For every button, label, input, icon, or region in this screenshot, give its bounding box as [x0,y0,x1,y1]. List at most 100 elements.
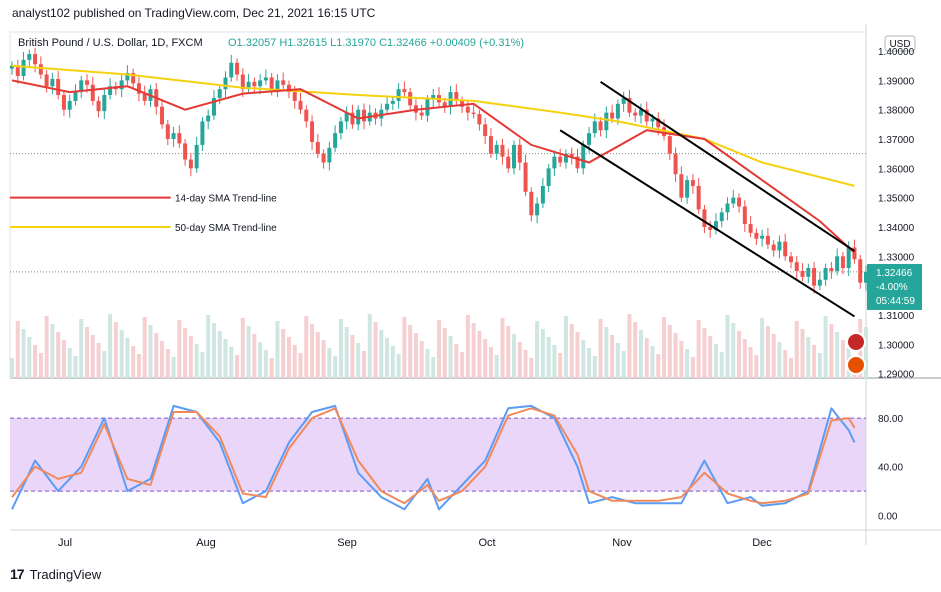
volume-bar [148,325,153,378]
candle-body [310,121,315,142]
volume-bar [725,315,730,378]
volume-bar [229,347,234,378]
volume-bar [806,337,811,378]
volume-bar [131,346,136,378]
channel-line [600,81,856,252]
candle-body [864,271,868,283]
volume-bar [794,321,799,378]
candle-body [540,185,545,204]
candle-body [512,144,517,169]
candle-body [627,97,632,113]
volume-bar [373,322,378,378]
sma50-line [11,64,855,187]
price-tick-label: 1.35000 [878,194,915,205]
volume-bar [662,317,667,378]
candle-body [523,162,528,192]
volume-bar [292,345,297,378]
candle-body [333,133,338,148]
volume-bar [327,348,332,378]
volume-bar [419,341,424,378]
volume-bar [517,342,522,378]
volume-bar [315,332,320,378]
candle-body [788,256,793,263]
volume-bar [488,347,493,378]
candle-body [685,180,690,198]
candle-body [235,62,240,75]
candle-body [615,103,620,119]
candle-body [719,212,724,222]
volume-bar [656,354,661,378]
candle-body [206,115,211,122]
candle-body [783,241,788,257]
candle-body [477,114,482,125]
candle-body [737,197,742,207]
volume-bar [604,327,609,378]
volume-bar [160,341,165,378]
candle-body [575,156,580,169]
sma14-line [11,79,856,254]
volume-bar [108,314,113,378]
volume-bar [765,326,770,378]
tradingview-logo-icon: 17 [10,566,25,582]
volume-bar [460,352,465,378]
candle-body [610,112,615,119]
volume-bar [702,328,707,378]
volume-bar [211,323,216,378]
candle-body [800,270,805,277]
candle-body [529,191,534,216]
volume-bar [217,331,222,378]
volume-bar [581,340,586,378]
candle-body [10,65,14,69]
candle-body [702,209,707,227]
candle-body [160,106,165,125]
publish-caption: analyst102 published on TradingView.com,… [12,6,376,20]
candle-body [633,112,638,116]
volume-bar [754,355,759,378]
candle-body [569,153,574,157]
volume-bar [298,353,303,378]
volume-bar [252,334,257,378]
candle-body [846,247,851,269]
candle-body [108,86,113,96]
volume-bar [79,319,84,378]
volume-bar [633,322,638,378]
volume-bar [465,315,470,378]
volume-bar [154,333,159,378]
volume-bar [788,358,793,378]
volume-bar [690,357,695,378]
stoch-band [10,418,866,492]
time-tick-label: Nov [612,537,632,549]
candle-body [240,74,245,90]
candle-body [402,89,407,93]
candle-body [638,109,643,116]
volume-bar [835,332,840,378]
time-tick-label: Dec [752,537,772,549]
volume-bar [823,316,828,378]
volume-bar [142,317,147,378]
time-tick-label: Aug [196,537,216,549]
volume-bar [136,354,141,378]
candle-body [338,121,343,134]
volume-bar [27,337,32,378]
candle-body [38,64,43,75]
volume-bar [90,335,95,378]
volume-bar [454,344,459,378]
volume-bar [760,318,765,378]
volume-bar [644,338,649,378]
candle-body [650,118,655,122]
ohlc-values: O1.32057 H1.32615 L1.31970 C1.32466 +0.0… [228,37,524,49]
candle-body [667,136,672,154]
candle-body [500,144,505,157]
volume-bar [96,343,101,378]
candle-body [21,59,26,76]
tradingview-brand[interactable]: 17 TradingView [10,566,101,582]
volume-bar [552,345,557,378]
candle-body [679,174,684,198]
candle-body [315,141,320,154]
volume-bar [771,334,776,378]
candle-body [73,92,78,101]
candle-body [760,235,765,239]
stoch-k-line [11,404,856,511]
candle-body [194,144,199,169]
